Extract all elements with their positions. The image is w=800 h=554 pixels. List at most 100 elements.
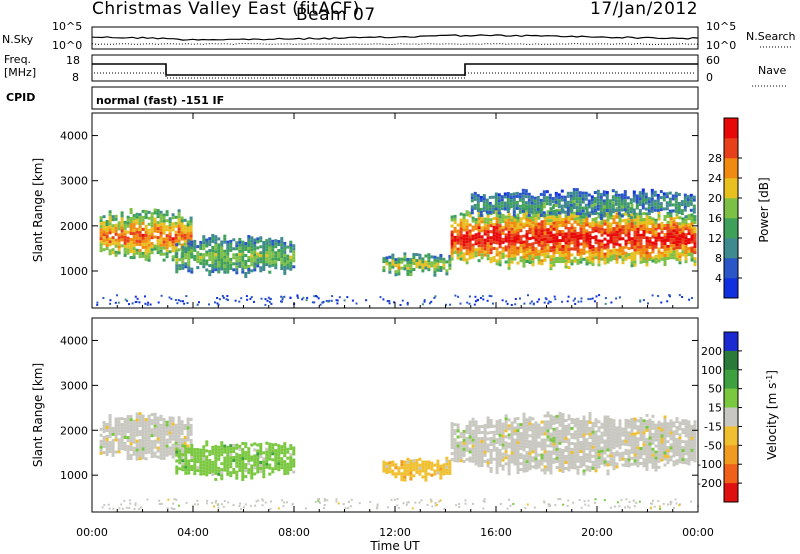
heatmap-cell [570,436,574,439]
heatmap-cell [190,270,194,274]
heatmap-cell [507,266,511,270]
heatmap-cell [480,455,484,458]
heatmap-cell [214,477,218,481]
heatmap-cell [229,239,233,243]
heatmap-cell [580,506,583,509]
heatmap-cell [651,426,655,430]
heatmap-cell [549,246,553,250]
heatmap-cell [507,212,511,216]
heatmap-cell [524,189,528,193]
heatmap-cell [662,192,666,196]
heatmap-cell [693,441,697,445]
heatmap-cell [580,300,583,303]
heatmap-cell [630,456,634,460]
heatmap-cell [141,447,145,451]
heatmap-cell [126,427,130,431]
heatmap-cell [560,204,564,208]
heatmap-cell [645,458,649,462]
heatmap-cell [522,469,526,473]
heatmap-cell [609,249,613,253]
heatmap-cell [584,203,588,207]
heatmap-cell [570,229,574,233]
heatmap-cell [630,219,634,223]
heatmap-cell [421,475,425,479]
heatmap-cell [108,240,112,244]
heatmap-cell [603,457,607,461]
heatmap-cell [114,244,118,248]
heatmap-cell [663,451,667,455]
heatmap-cell [533,506,536,509]
heatmap-cell [165,219,169,223]
heatmap-cell [190,468,194,471]
heatmap-cell [138,301,141,304]
heatmap-cell [162,231,166,235]
heatmap-cell [247,459,251,463]
heatmap-cell [477,217,481,221]
heatmap-cell [600,431,604,435]
heatmap-cell [156,434,160,438]
heatmap-cell [385,256,389,260]
heatmap-cell [208,453,212,457]
heatmap-cell [570,427,574,430]
heatmap-cell [445,272,449,276]
heatmap-cell [549,301,552,303]
heatmap-cell [208,237,212,241]
heatmap-cell [624,463,628,467]
heatmap-cell [654,444,658,448]
heatmap-cell [552,236,556,240]
heatmap-cell [498,239,502,243]
heatmap-cell [603,418,607,422]
heatmap-cell [591,433,595,437]
heatmap-cell [183,227,187,231]
heatmap-cell [618,437,622,441]
heatmap-cell [578,498,581,501]
heatmap-cell [129,223,133,226]
heatmap-cell [162,420,166,424]
heatmap-cell [585,447,589,451]
heatmap-cell [630,228,634,232]
heatmap-cell [532,303,535,306]
heatmap-cell [477,211,481,215]
heatmap-cell [126,218,130,222]
heatmap-cell [620,193,624,197]
heatmap-cell [111,215,115,219]
heatmap-cell [687,232,691,236]
heatmap-cell [465,219,469,223]
heatmap-cell [516,462,520,466]
heatmap-cell [187,462,191,466]
heatmap-cell [650,188,654,192]
heatmap-cell [108,237,112,241]
heatmap-cell [468,426,472,430]
heatmap-cell [574,303,577,305]
heatmap-cell [223,267,227,271]
heatmap-cell [129,232,133,235]
heatmap-cell [516,231,520,235]
heatmap-cell [693,453,697,457]
heatmap-cell [268,445,272,449]
heatmap-cell [513,450,517,454]
heatmap-cell [672,244,676,248]
heatmap-cell [430,461,434,465]
heatmap-cell [609,234,613,238]
heatmap-cell [129,208,133,211]
heatmap-cell [618,249,622,253]
heatmap-cell [573,460,577,464]
heatmap-cell [656,193,660,197]
heatmap-cell [588,429,592,433]
heatmap-cell [680,200,684,204]
heatmap-cell [644,201,648,205]
heatmap-cell [606,248,610,252]
heatmap-cell [567,438,571,442]
heatmap-cell [289,258,293,262]
heatmap-cell [623,196,627,200]
heatmap-cell [621,427,625,431]
heatmap-cell [612,248,616,252]
heatmap-cell [525,436,529,440]
heatmap-cell [498,439,502,443]
heatmap-cell [196,469,200,473]
heatmap-cell [232,262,236,266]
heatmap-cell [265,450,269,454]
heatmap-cell [177,218,181,222]
heatmap-cell [528,219,532,223]
heatmap-cell [468,456,472,460]
